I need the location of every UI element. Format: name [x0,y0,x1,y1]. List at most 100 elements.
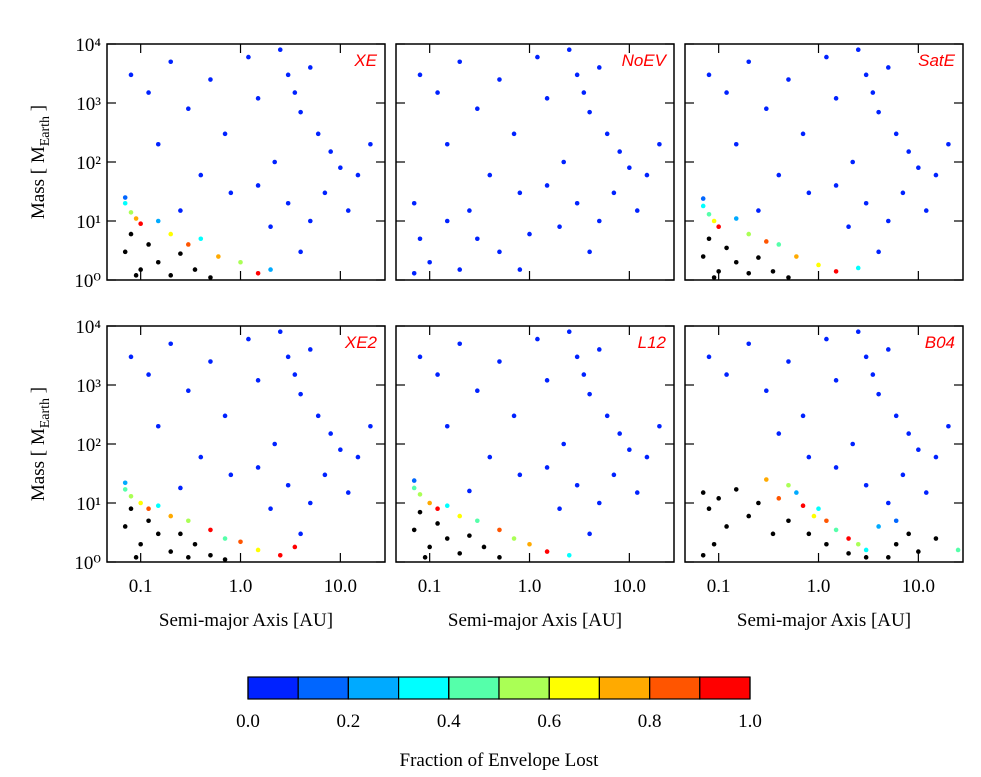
planet-point [186,106,191,112]
planet-point [355,172,361,178]
planet-point [246,54,251,60]
planet-point [946,141,951,147]
planet-point [733,141,739,147]
planet-point [794,254,799,259]
planet-point [544,378,550,383]
planet-point [168,341,174,347]
planet-point [411,200,417,206]
planet-point [268,224,273,230]
core-point [933,536,939,541]
planet-point [255,378,261,383]
planet-point [216,254,221,259]
x-tick-label: 10.0 [613,576,646,597]
planet-point [444,141,450,147]
planet-point [923,208,929,213]
planet-point [285,354,291,360]
planet-point [444,423,450,429]
planet-point [855,47,861,53]
core-point [422,555,428,560]
planet-point [133,216,139,221]
planet-point [863,354,869,360]
planet-point [168,231,174,237]
colorbar-tick-label: 1.0 [738,711,762,732]
planet-point [700,203,706,209]
colorbar-tick-label: 0.2 [337,711,361,732]
core-point [128,506,134,512]
planet-point [467,488,472,494]
planet-point [307,65,313,70]
planet-point [487,454,493,460]
y-axis-label: Mass [ MEarth ] [28,387,53,501]
planet-point [292,90,298,95]
y-tick-label: 10⁴ [75,317,101,338]
planet-point [155,503,161,508]
panel-label: XE [353,51,377,70]
core-point [417,509,423,515]
y-axis-label: Mass [ MEarth ] [28,105,53,219]
planet-point [724,90,729,95]
planet-point [657,141,662,147]
plot-area [411,329,662,560]
core-point [711,541,717,547]
planet-point [475,106,480,112]
planet-point [186,242,191,247]
planet-point [544,465,550,470]
planet-point [724,372,729,377]
core-point [893,541,899,547]
planet-point [186,518,191,524]
planet-point [186,388,191,394]
planet-point [776,496,782,501]
panel-frame [395,43,675,281]
planet-point [238,259,243,265]
core-point [208,552,213,558]
planet-point [122,480,128,486]
core-point [746,513,752,519]
planet-point [776,172,782,178]
planet-point [933,172,939,178]
planet-point [596,347,602,352]
planet-point [885,218,891,224]
planet-point [833,269,839,274]
plot-area [700,47,951,280]
planet-point [511,536,517,541]
planet-point [255,270,261,276]
planet-point [198,172,204,178]
y-tick-label: 10² [76,435,101,456]
planet-point [561,159,567,165]
planet-point [427,500,432,506]
planet-point [700,196,706,201]
planet-point [517,472,523,478]
y-tick-label: 10² [76,153,101,174]
planet-point [833,183,839,188]
core-point [716,496,721,501]
planet-point [746,341,752,347]
core-point [724,524,729,529]
planet-point [178,208,183,213]
planet-point [916,165,921,171]
planet-point [138,221,143,226]
core-point [770,531,776,537]
planet-point [706,72,712,78]
core-point [411,527,417,533]
planet-point [168,513,174,519]
core-point [128,231,134,237]
core-point [208,275,213,280]
planet-point [292,372,298,377]
planet-point [417,354,423,360]
core-point [155,531,161,537]
planet-point [863,200,869,206]
planet-point [627,165,632,171]
colorbar-label: Fraction of Envelope Lost [400,750,600,771]
core-point [122,249,128,255]
panel-label: XE2 [344,333,378,352]
planet-point [574,482,580,488]
planet-point [255,547,261,553]
core-point [133,273,139,278]
core-point [706,506,712,512]
core-point [863,555,869,560]
planet-point [535,336,540,342]
core-point [756,255,761,260]
planet-point [198,236,204,242]
planet-point [587,531,592,537]
planet-point [298,391,303,397]
